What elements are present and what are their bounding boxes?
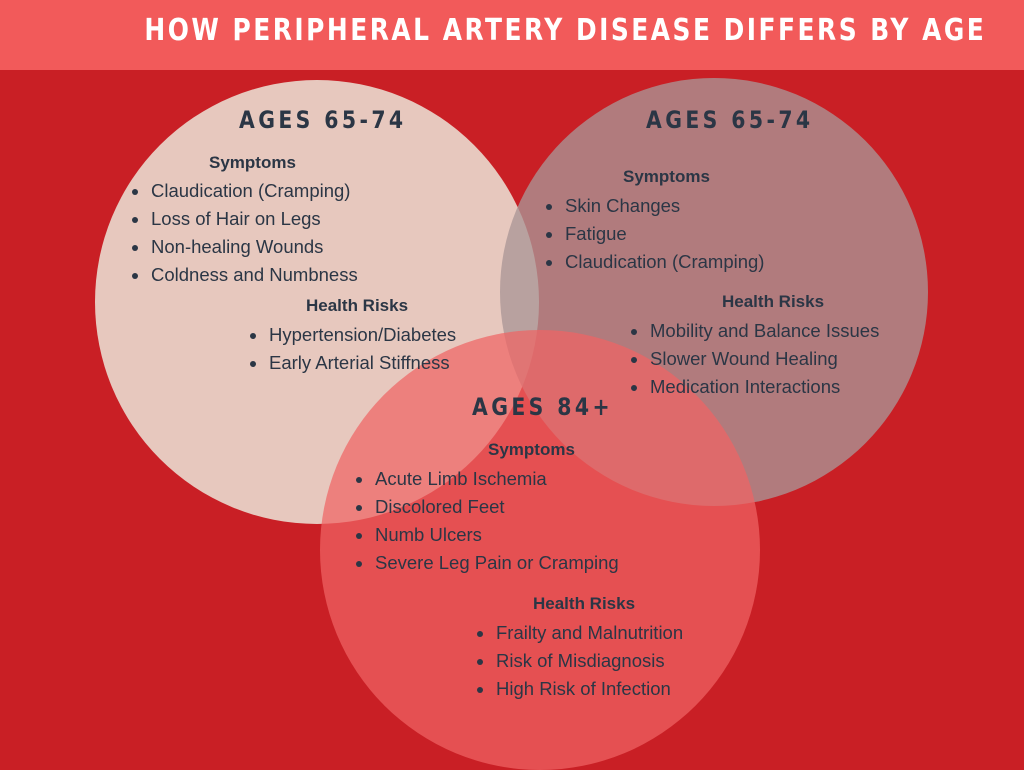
symptoms-list-left: Claudication (Cramping) Loss of Hair on … [130, 177, 358, 289]
list-item: Fatigue [544, 220, 764, 248]
list-item: Coldness and Numbness [130, 261, 358, 289]
symptoms-label-bottom: Symptoms [488, 440, 575, 459]
health-risks-list-left: Hypertension/Diabetes Early Arterial Sti… [248, 321, 456, 377]
venn-circle-ages-84-plus [320, 330, 760, 770]
list-item: Discolored Feet [354, 493, 619, 521]
title-banner: HOW PERIPHERAL ARTERY DISEASE DIFFERS BY… [0, 0, 1024, 70]
list-item: Acute Limb Ischemia [354, 465, 619, 493]
health-risks-label-left: Health Risks [306, 296, 409, 315]
list-item: Hypertension/Diabetes [248, 321, 456, 349]
list-item: Risk of Misdiagnosis [475, 647, 683, 675]
group-heading-left: AGES 65-74 [239, 106, 407, 134]
symptoms-list-right: Skin Changes Fatigue Claudication (Cramp… [544, 192, 764, 276]
list-item: Slower Wound Healing [629, 345, 879, 373]
page-title: HOW PERIPHERAL ARTERY DISEASE DIFFERS BY… [144, 13, 986, 48]
list-item: Skin Changes [544, 192, 764, 220]
health-risks-label-bottom: Health Risks [533, 594, 636, 613]
list-item: Mobility and Balance Issues [629, 317, 879, 345]
list-item: Severe Leg Pain or Cramping [354, 549, 619, 577]
symptoms-label-right: Symptoms [623, 167, 710, 186]
list-item: Early Arterial Stiffness [248, 349, 456, 377]
health-risks-label-right: Health Risks [722, 292, 825, 311]
list-item: Frailty and Malnutrition [475, 619, 683, 647]
list-item: Loss of Hair on Legs [130, 205, 358, 233]
group-heading-right: AGES 65-74 [646, 106, 814, 134]
list-item: Non-healing Wounds [130, 233, 358, 261]
list-item: Claudication (Cramping) [130, 177, 358, 205]
list-item: Claudication (Cramping) [544, 248, 764, 276]
list-item: High Risk of Infection [475, 675, 683, 703]
symptoms-label-left: Symptoms [209, 153, 296, 172]
health-risks-list-bottom: Frailty and Malnutrition Risk of Misdiag… [475, 619, 683, 703]
group-heading-bottom: AGES 84+ [472, 393, 613, 421]
symptoms-list-bottom: Acute Limb Ischemia Discolored Feet Numb… [354, 465, 619, 577]
health-risks-list-right: Mobility and Balance Issues Slower Wound… [629, 317, 879, 401]
list-item: Numb Ulcers [354, 521, 619, 549]
list-item: Medication Interactions [629, 373, 879, 401]
